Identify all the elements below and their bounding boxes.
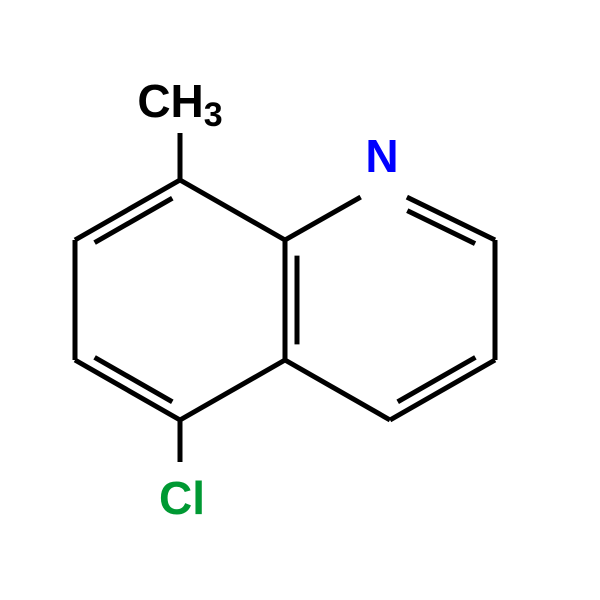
bond xyxy=(285,360,390,420)
atom-nitrogen: N xyxy=(365,130,398,182)
atom-methyl: CH3 xyxy=(137,75,222,134)
bond xyxy=(390,360,495,420)
bond xyxy=(285,197,361,240)
bond xyxy=(75,360,180,420)
bond xyxy=(180,180,285,240)
bond xyxy=(75,180,180,240)
molecule-diagram: N Cl CH3 xyxy=(0,0,600,600)
bond xyxy=(180,360,285,420)
atom-chlorine: Cl xyxy=(159,472,205,524)
